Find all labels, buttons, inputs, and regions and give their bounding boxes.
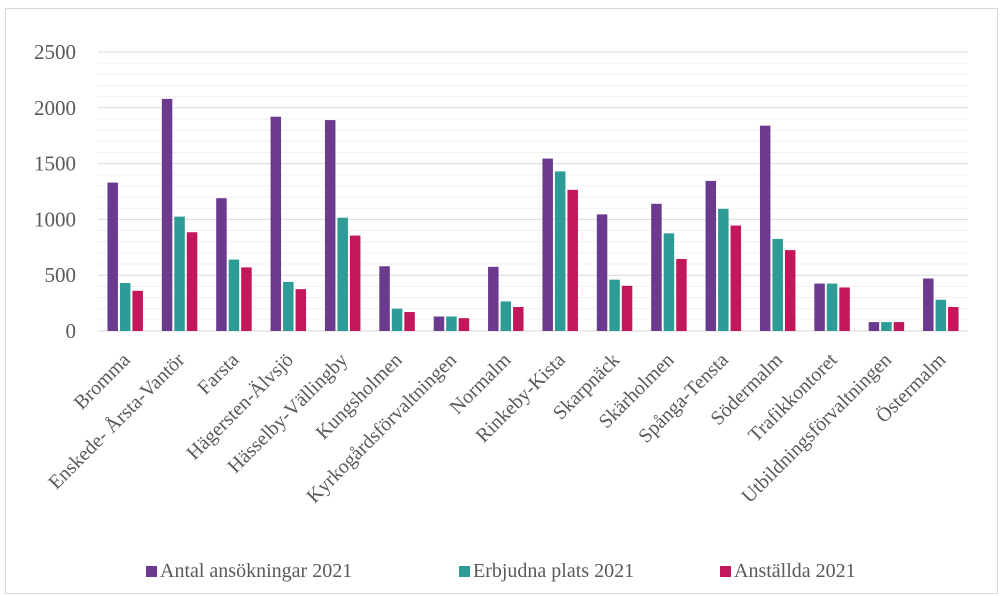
bar: [567, 189, 578, 331]
bar: [500, 301, 512, 331]
bar: [621, 285, 633, 331]
bar: [391, 308, 403, 331]
bar: [283, 281, 294, 331]
bar: [241, 267, 252, 331]
bar: [772, 238, 783, 331]
bar: [446, 316, 457, 331]
bar: [337, 217, 348, 331]
bar: [349, 235, 361, 331]
bar: [705, 180, 717, 331]
bar: [107, 182, 118, 331]
bar: [119, 283, 131, 331]
y-tick-label: 0: [66, 319, 77, 343]
bar: [433, 316, 445, 331]
bar: [216, 198, 227, 331]
bar: [458, 318, 470, 331]
legend-label: Antal ansökningar 2021: [160, 560, 352, 582]
bar: [542, 158, 553, 331]
bar: [881, 322, 892, 331]
bar: [324, 120, 336, 332]
bar: [730, 225, 742, 331]
y-tick-label: 500: [45, 263, 77, 287]
bar: [893, 322, 905, 331]
bar: [404, 312, 415, 331]
y-tick-label: 1000: [34, 207, 76, 231]
bar: [379, 266, 390, 331]
bar: [935, 299, 947, 331]
bar: [868, 322, 880, 331]
bar: [826, 283, 838, 331]
bar: [513, 307, 524, 331]
bar: [948, 307, 959, 331]
legend-label: Anställda 2021: [734, 560, 856, 582]
bar: [554, 171, 566, 331]
legend-label: Erbjudna plats 2021: [473, 560, 634, 582]
bar: [609, 279, 620, 331]
bar: [161, 98, 173, 331]
bar: [676, 259, 687, 331]
y-tick-label: 2500: [34, 40, 76, 64]
bar: [814, 283, 825, 331]
bar: [228, 259, 240, 331]
bar: [718, 208, 729, 331]
bar: [295, 289, 307, 331]
bar: [132, 290, 143, 331]
y-tick-label: 2000: [34, 96, 76, 120]
legend-swatch: [459, 566, 470, 577]
legend-swatch: [720, 566, 731, 577]
bar: [596, 214, 608, 331]
y-tick-label: 1500: [34, 152, 76, 176]
x-tick-label: Farsta: [193, 349, 243, 399]
legend-swatch: [146, 566, 157, 577]
bar: [270, 116, 282, 331]
bar: [839, 287, 850, 331]
bar: [663, 233, 675, 331]
bar: [186, 232, 198, 331]
bar: [784, 250, 796, 331]
bar: [174, 216, 185, 331]
bar: [759, 125, 771, 331]
bar: [923, 278, 934, 331]
bar: [488, 266, 499, 331]
bar: [651, 203, 662, 331]
